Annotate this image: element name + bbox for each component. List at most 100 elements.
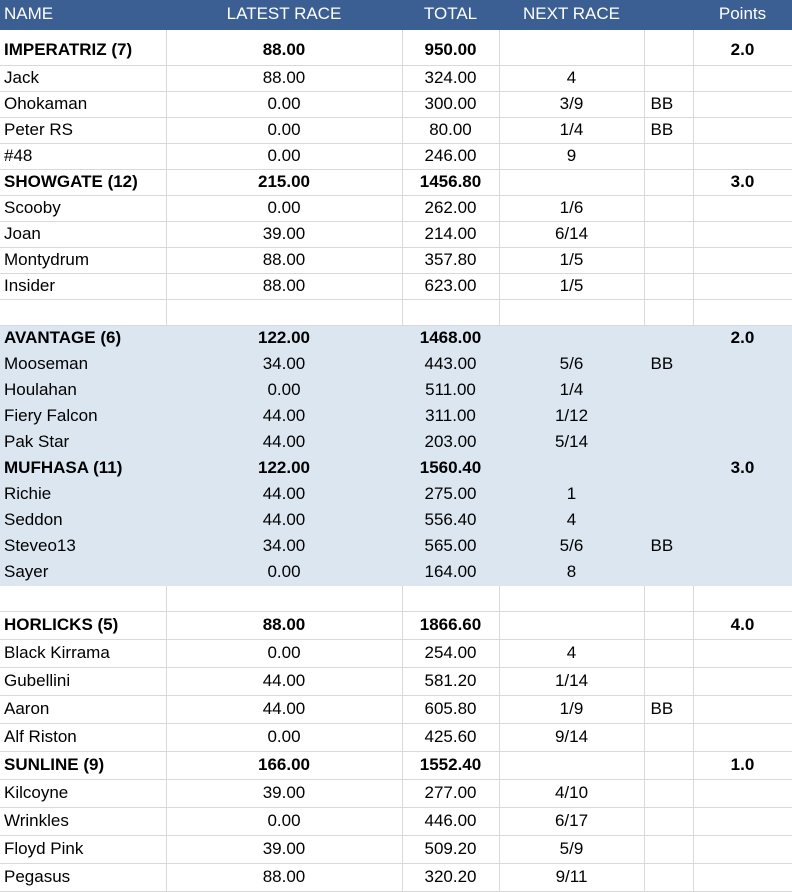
cell-total[interactable]: 443.00 <box>402 351 500 378</box>
cell-latest-race[interactable]: 34.00 <box>166 533 403 560</box>
cell-latest-race[interactable]: 88.00 <box>166 65 403 92</box>
cell-total[interactable]: 581.20 <box>402 667 500 696</box>
cell-points[interactable] <box>693 143 792 170</box>
cell-bb[interactable] <box>644 611 694 640</box>
cell-bb[interactable] <box>644 143 694 170</box>
cell-points[interactable] <box>693 863 792 892</box>
cell-bb[interactable] <box>644 169 694 196</box>
header-next-race[interactable]: NEXT RACE <box>499 0 645 30</box>
cell-bb[interactable] <box>644 559 694 586</box>
cell-next-race[interactable] <box>499 585 645 612</box>
cell-next-race[interactable]: 1/5 <box>499 273 645 300</box>
cell-bb[interactable] <box>644 863 694 892</box>
cell-name[interactable]: Pak Star <box>0 429 167 456</box>
cell-next-race[interactable] <box>499 29 645 66</box>
cell-total[interactable] <box>402 585 500 612</box>
cell-latest-race[interactable]: 0.00 <box>166 377 403 404</box>
cell-points[interactable] <box>693 247 792 274</box>
cell-next-race[interactable]: 5/6 <box>499 533 645 560</box>
cell-next-race[interactable]: 1 <box>499 481 645 508</box>
cell-next-race[interactable]: 4 <box>499 639 645 668</box>
cell-next-race[interactable] <box>499 299 645 326</box>
header-bb[interactable] <box>644 0 694 30</box>
cell-latest-race[interactable]: 0.00 <box>166 723 403 752</box>
cell-name[interactable]: Insider <box>0 273 167 300</box>
cell-name[interactable] <box>0 585 167 612</box>
cell-bb[interactable] <box>644 403 694 430</box>
cell-next-race[interactable]: 1/9 <box>499 695 645 724</box>
cell-total[interactable]: 277.00 <box>402 779 500 808</box>
cell-latest-race[interactable]: 39.00 <box>166 835 403 864</box>
cell-points[interactable] <box>693 65 792 92</box>
cell-latest-race[interactable]: 44.00 <box>166 667 403 696</box>
cell-points[interactable] <box>693 533 792 560</box>
cell-next-race[interactable] <box>499 169 645 196</box>
cell-total[interactable]: 275.00 <box>402 481 500 508</box>
cell-points[interactable] <box>693 299 792 326</box>
cell-points[interactable] <box>693 835 792 864</box>
cell-bb[interactable] <box>644 481 694 508</box>
cell-next-race[interactable]: 9/14 <box>499 723 645 752</box>
cell-latest-race[interactable]: 0.00 <box>166 559 403 586</box>
cell-bb[interactable] <box>644 65 694 92</box>
cell-total[interactable]: 203.00 <box>402 429 500 456</box>
cell-points[interactable]: 3.0 <box>693 169 792 196</box>
cell-points[interactable] <box>693 667 792 696</box>
cell-next-race[interactable]: 1/5 <box>499 247 645 274</box>
cell-next-race[interactable]: 5/6 <box>499 351 645 378</box>
cell-next-race[interactable]: 6/17 <box>499 807 645 836</box>
cell-bb[interactable] <box>644 455 694 482</box>
cell-next-race[interactable]: 1/4 <box>499 117 645 144</box>
cell-points[interactable] <box>693 91 792 118</box>
cell-name[interactable]: Black Kirrama <box>0 639 167 668</box>
cell-latest-race[interactable]: 88.00 <box>166 247 403 274</box>
cell-bb[interactable] <box>644 221 694 248</box>
cell-name[interactable]: Fiery Falcon <box>0 403 167 430</box>
cell-bb[interactable] <box>644 299 694 326</box>
cell-total[interactable]: 254.00 <box>402 639 500 668</box>
cell-latest-race[interactable]: 88.00 <box>166 29 403 66</box>
cell-points[interactable] <box>693 273 792 300</box>
cell-next-race[interactable]: 1/4 <box>499 377 645 404</box>
cell-points[interactable] <box>693 723 792 752</box>
cell-total[interactable]: 320.20 <box>402 863 500 892</box>
cell-bb[interactable]: BB <box>644 91 694 118</box>
cell-latest-race[interactable]: 122.00 <box>166 455 403 482</box>
cell-latest-race[interactable]: 0.00 <box>166 807 403 836</box>
cell-name[interactable]: Peter RS <box>0 117 167 144</box>
cell-bb[interactable] <box>644 195 694 222</box>
cell-name[interactable]: Gubellini <box>0 667 167 696</box>
cell-bb[interactable] <box>644 667 694 696</box>
cell-total[interactable]: 425.60 <box>402 723 500 752</box>
cell-latest-race[interactable]: 39.00 <box>166 221 403 248</box>
cell-name[interactable]: Montydrum <box>0 247 167 274</box>
cell-points[interactable] <box>693 221 792 248</box>
cell-points[interactable]: 1.0 <box>693 751 792 780</box>
cell-points[interactable] <box>693 639 792 668</box>
cell-name[interactable]: Kilcoyne <box>0 779 167 808</box>
cell-name[interactable]: Sayer <box>0 559 167 586</box>
cell-next-race[interactable]: 1/6 <box>499 195 645 222</box>
cell-name[interactable]: Steveo13 <box>0 533 167 560</box>
cell-bb[interactable] <box>644 639 694 668</box>
cell-latest-race[interactable]: 44.00 <box>166 695 403 724</box>
header-points[interactable]: Points <box>693 0 792 30</box>
cell-total[interactable]: 300.00 <box>402 91 500 118</box>
cell-bb[interactable] <box>644 585 694 612</box>
cell-name[interactable]: Joan <box>0 221 167 248</box>
cell-bb[interactable] <box>644 29 694 66</box>
cell-latest-race[interactable]: 215.00 <box>166 169 403 196</box>
cell-name[interactable]: SHOWGATE (12) <box>0 169 167 196</box>
cell-total[interactable] <box>402 299 500 326</box>
cell-name[interactable]: Richie <box>0 481 167 508</box>
cell-latest-race[interactable]: 44.00 <box>166 507 403 534</box>
cell-points[interactable] <box>693 695 792 724</box>
cell-points[interactable] <box>693 429 792 456</box>
cell-points[interactable] <box>693 779 792 808</box>
cell-latest-race[interactable]: 0.00 <box>166 639 403 668</box>
cell-bb[interactable]: BB <box>644 351 694 378</box>
cell-total[interactable]: 262.00 <box>402 195 500 222</box>
cell-next-race[interactable]: 4 <box>499 507 645 534</box>
cell-bb[interactable] <box>644 247 694 274</box>
cell-bb[interactable] <box>644 779 694 808</box>
